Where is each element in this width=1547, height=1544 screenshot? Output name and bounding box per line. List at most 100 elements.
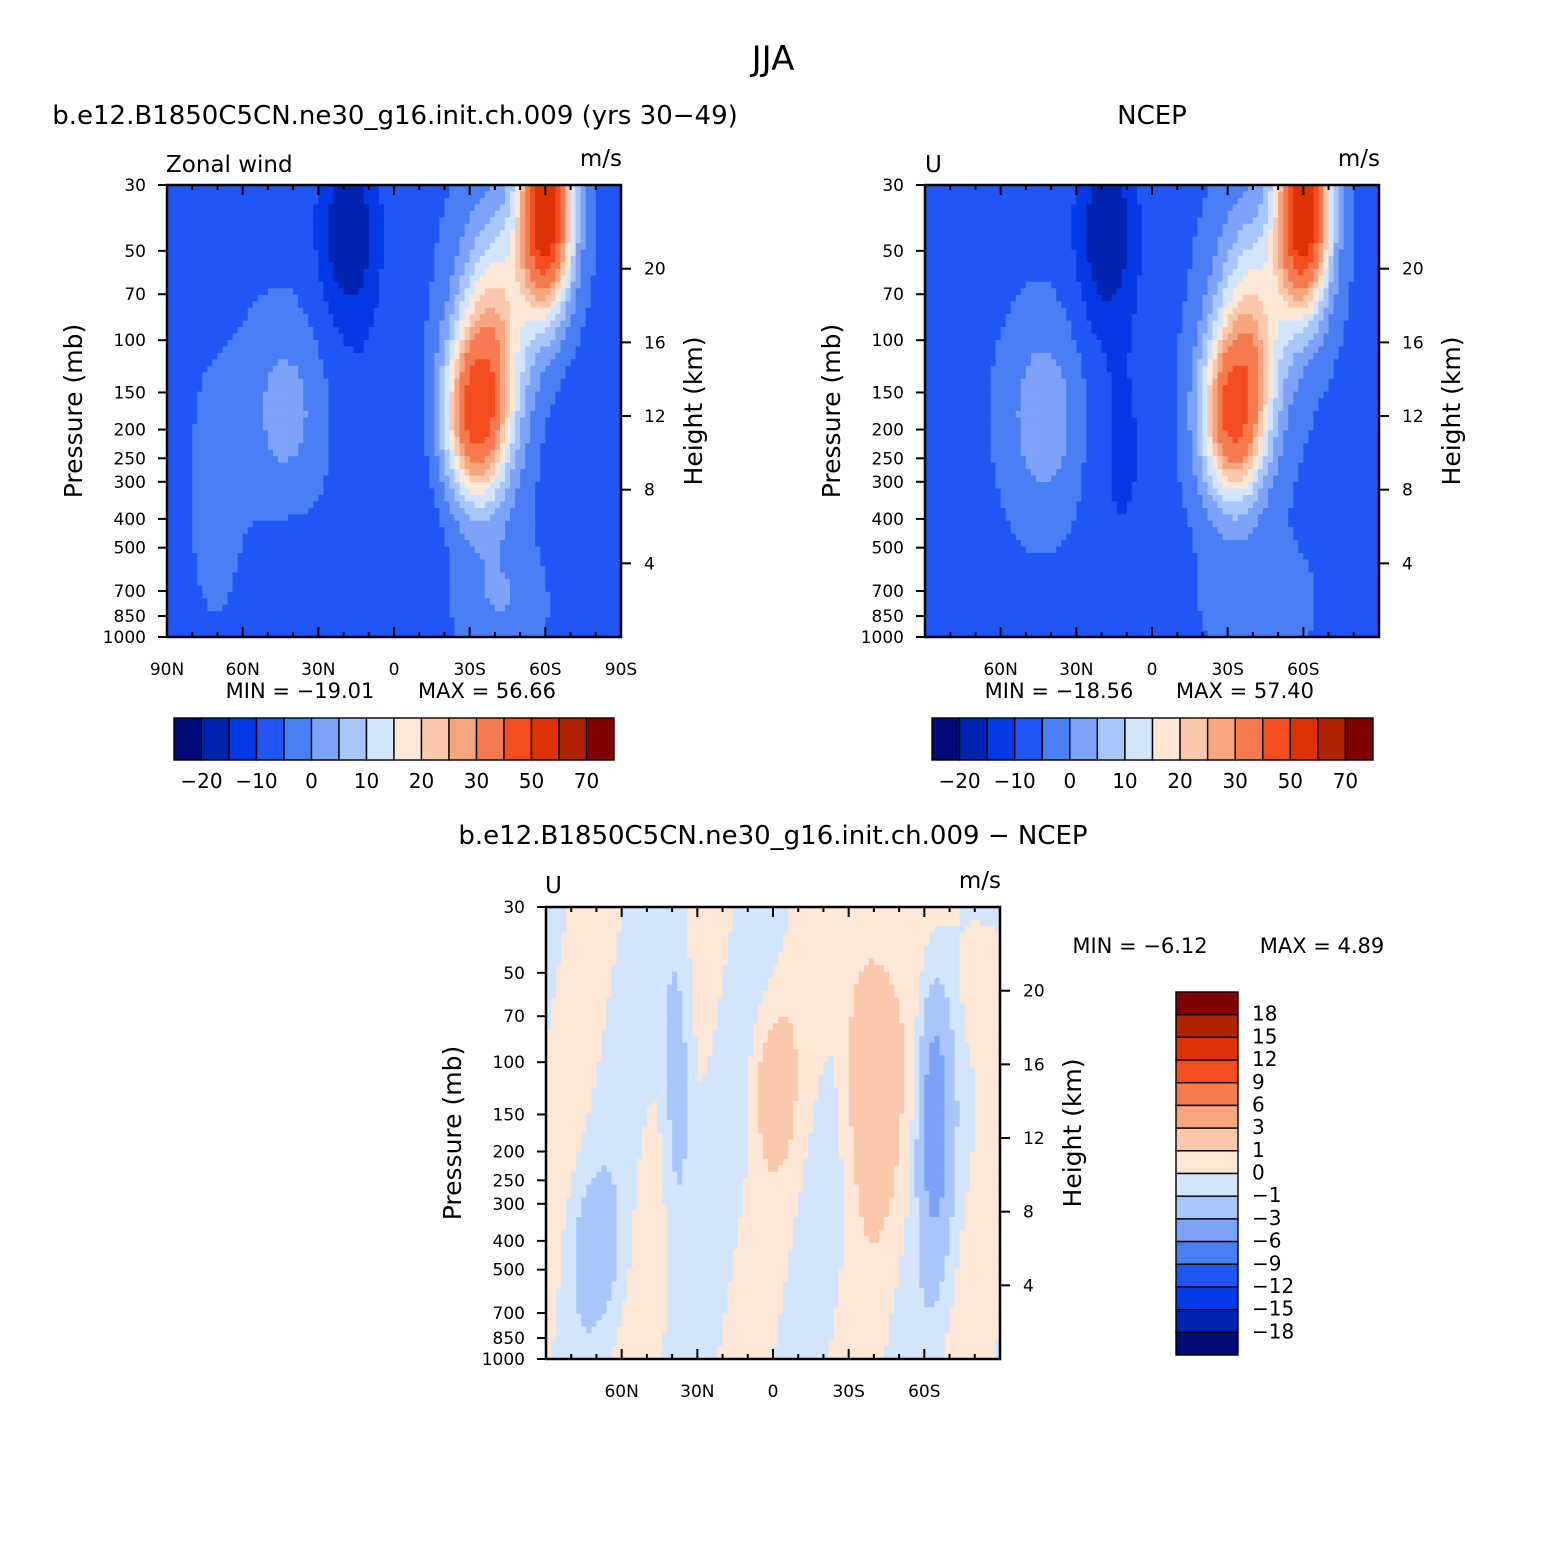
contour-cell [454,268,461,276]
contour-cell [388,236,395,244]
contour-cell [207,488,213,496]
contour-cell [262,391,269,399]
contour-cell [595,411,602,419]
contour-cell [303,249,309,257]
contour-cell [378,301,385,309]
contour-cell [489,275,496,283]
contour-cell [288,210,294,218]
contour-cell [318,339,324,348]
contour-cell [252,378,259,386]
contour-cell [399,443,405,451]
contour-cell [454,217,461,225]
contour-cell [484,307,491,315]
contour-cell [237,236,244,244]
contour-cell [399,191,405,199]
contour-cell [414,197,420,205]
contour-cell [615,256,622,264]
contour-cell [459,398,466,406]
contour-cell [499,436,506,444]
contour-cell [288,281,294,289]
contour-cell [378,540,385,548]
contour-cell [182,372,188,380]
contour-cell [590,462,597,470]
contour-cell [252,204,259,212]
contour-cell [535,346,541,354]
contour-cell [207,185,213,193]
contour-cell [504,301,511,309]
contour-cell [585,411,592,419]
contour-cell [424,475,430,483]
contour-cell [499,385,506,393]
contour-cell [333,352,340,360]
contour-cell [560,333,567,341]
contour-cell [439,314,446,322]
contour-cell [217,217,224,225]
contour-cell [504,275,511,283]
contour-cell [474,249,481,257]
contour-cell [217,540,224,548]
contour-cell [383,359,390,367]
contour-cell [237,256,244,264]
contour-cell [368,540,375,548]
contour-cell [187,294,193,302]
contour-cell [383,378,390,386]
contour-cell [560,514,567,522]
contour-cell [585,385,592,393]
contour-cell [283,423,289,431]
contour-cell [283,307,289,315]
contour-cell [348,359,355,367]
contour-cell [167,256,173,264]
contour-cell [414,436,420,444]
contour-cell [217,191,224,199]
contour-cell [434,320,440,328]
contour-cell [464,411,471,419]
contour-cell [262,540,269,548]
contour-cell [172,320,178,328]
contour-cell [439,294,446,302]
contour-cell [550,288,557,296]
contour-cell [167,430,173,438]
contour-cell [494,365,501,373]
contour-cell [585,243,592,251]
contour-cell [378,385,385,393]
contour-cell [368,462,375,470]
contour-cell [520,294,526,302]
contour-cell [555,449,562,457]
contour-cell [328,281,335,289]
contour-cell [404,462,410,470]
contour-cell [424,514,430,522]
contour-cell [394,520,400,528]
contour-cell [333,443,340,451]
contour-cell [615,204,622,212]
contour-cell [504,443,511,451]
contour-cell [353,352,360,360]
contour-cell [348,488,355,496]
contour-cell [520,320,526,328]
contour-cell [363,268,370,276]
contour-cell [479,520,486,528]
contour-cell [237,230,244,238]
contour-cell [252,475,259,483]
contour-cell [167,404,173,412]
contour-cell [479,533,486,541]
contour-cell [348,365,355,373]
contour-cell [172,243,178,251]
contour-cell [353,223,360,231]
contour-cell [338,307,345,315]
contour-cell [343,288,350,296]
contour-cell [232,327,239,335]
contour-cell [414,185,420,193]
contour-cell [595,204,602,212]
contour-cell [227,430,234,438]
contour-cell [333,210,340,218]
contour-cell [283,449,289,457]
contour-cell [479,314,486,322]
contour-cell [595,185,602,193]
contour-cell [338,385,345,393]
contour-cell [555,365,562,373]
contour-cell [434,236,440,244]
contour-cell [439,275,446,283]
contour-cell [343,365,350,373]
contour-cell [570,417,577,425]
contour-cell [252,365,259,373]
